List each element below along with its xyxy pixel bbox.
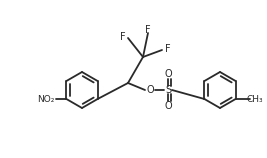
Text: NO₂: NO₂: [37, 94, 54, 103]
Text: O: O: [146, 85, 154, 95]
Text: S: S: [165, 85, 171, 95]
Text: O: O: [164, 69, 172, 79]
Text: O: O: [164, 101, 172, 111]
Text: F: F: [165, 44, 171, 54]
Text: F: F: [145, 25, 151, 35]
Text: CH₃: CH₃: [246, 94, 263, 103]
Text: F: F: [120, 32, 126, 42]
